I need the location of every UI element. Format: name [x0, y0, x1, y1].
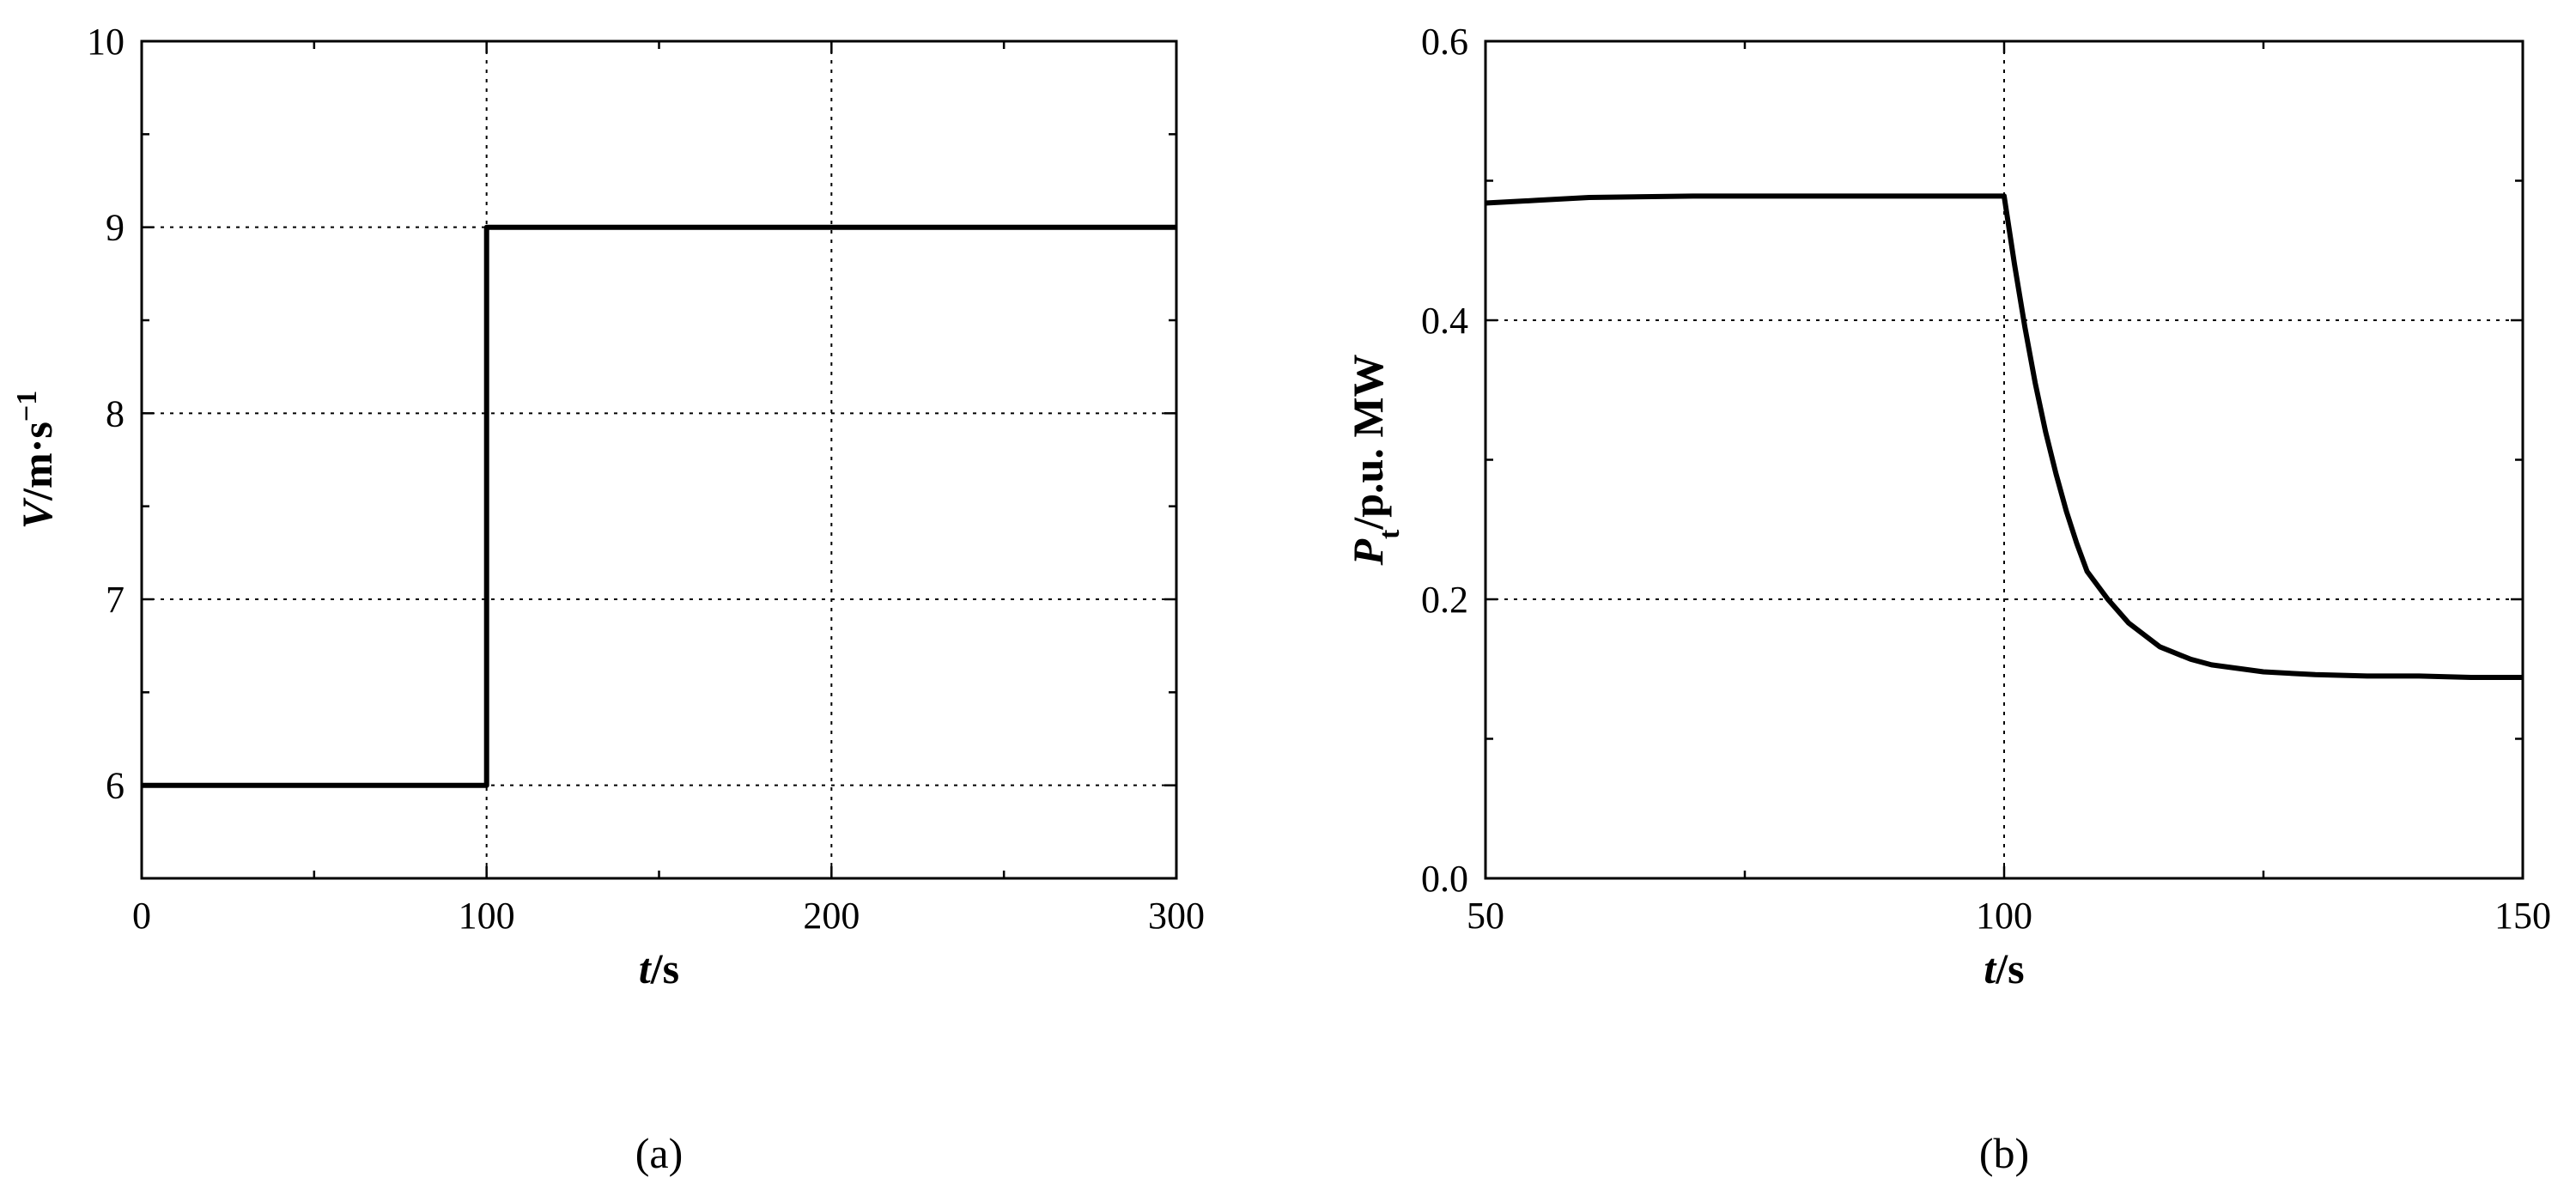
y-tick-label: 0.0 — [1421, 858, 1468, 900]
chart-b-y-axis-label-unit: /p.u. MW — [1344, 354, 1392, 530]
chart-a-grid — [142, 41, 1176, 878]
y-tick-label: 6 — [106, 765, 125, 807]
chart-a-y-axis-label-var: V — [13, 497, 61, 529]
chart-a-frame — [140, 39, 1178, 880]
chart-b-y-axis-label-var: P — [1344, 539, 1392, 567]
chart-a-y-axis-label-exponent: −1 — [11, 391, 43, 422]
chart-a-x-axis-label-unit: /s — [650, 944, 679, 993]
x-tick-label: 200 — [803, 895, 860, 937]
chart-a-x-axis-label-var: t — [639, 944, 653, 993]
chart-a-ticks: 0 100 200 300 6 7 8 9 10 — [87, 21, 1205, 937]
x-tick-label: 100 — [459, 895, 515, 937]
chart-b-series — [1485, 193, 2523, 680]
chart-panel-a: 0 100 200 300 6 7 8 9 10 t/s V/m·s−1 (a) — [11, 21, 1206, 1177]
chart-a-series — [142, 224, 1176, 788]
chart-b-y-axis-label-subscript: t — [1374, 529, 1406, 539]
chart-a-x-axis-label: t/s — [639, 944, 679, 993]
y-tick-label: 0.4 — [1421, 300, 1468, 342]
y-tick-label: 8 — [106, 392, 125, 434]
x-tick-label: 300 — [1148, 895, 1205, 937]
y-tick-label: 7 — [106, 579, 125, 621]
chart-b-grid — [1485, 41, 2523, 878]
x-tick-label: 0 — [132, 895, 151, 937]
panel-label-b: (b) — [1979, 1129, 2029, 1177]
chart-b-x-axis-label: t/s — [1984, 944, 2024, 993]
y-tick-label: 10 — [87, 21, 125, 63]
x-tick-label: 100 — [1976, 895, 2032, 937]
panel-label-a: (a) — [635, 1129, 683, 1177]
chart-panel-b: 50 100 150 0.0 0.2 0.4 0.6 t/s Pt/p.u. MW (b) — [1344, 21, 2551, 1177]
chart-b-x-axis-label-unit: /s — [1995, 944, 2024, 993]
series-line — [1485, 193, 2523, 680]
y-tick-label: 9 — [106, 207, 125, 249]
chart-a-y-axis-label-unit: /m·s — [13, 422, 61, 501]
chart-b-x-axis-label-var: t — [1984, 944, 1997, 993]
chart-b-y-axis-label: Pt/p.u. MW — [1344, 354, 1406, 566]
y-tick-label: 0.2 — [1421, 579, 1468, 621]
chart-a-y-axis-label: V/m·s−1 — [11, 391, 62, 529]
x-tick-label: 150 — [2494, 895, 2551, 937]
chart-b-ticks: 50 100 150 0.0 0.2 0.4 0.6 — [1421, 21, 2551, 937]
series-line — [142, 224, 1176, 788]
x-tick-label: 50 — [1467, 895, 1504, 937]
y-tick-label: 0.6 — [1421, 21, 1468, 63]
